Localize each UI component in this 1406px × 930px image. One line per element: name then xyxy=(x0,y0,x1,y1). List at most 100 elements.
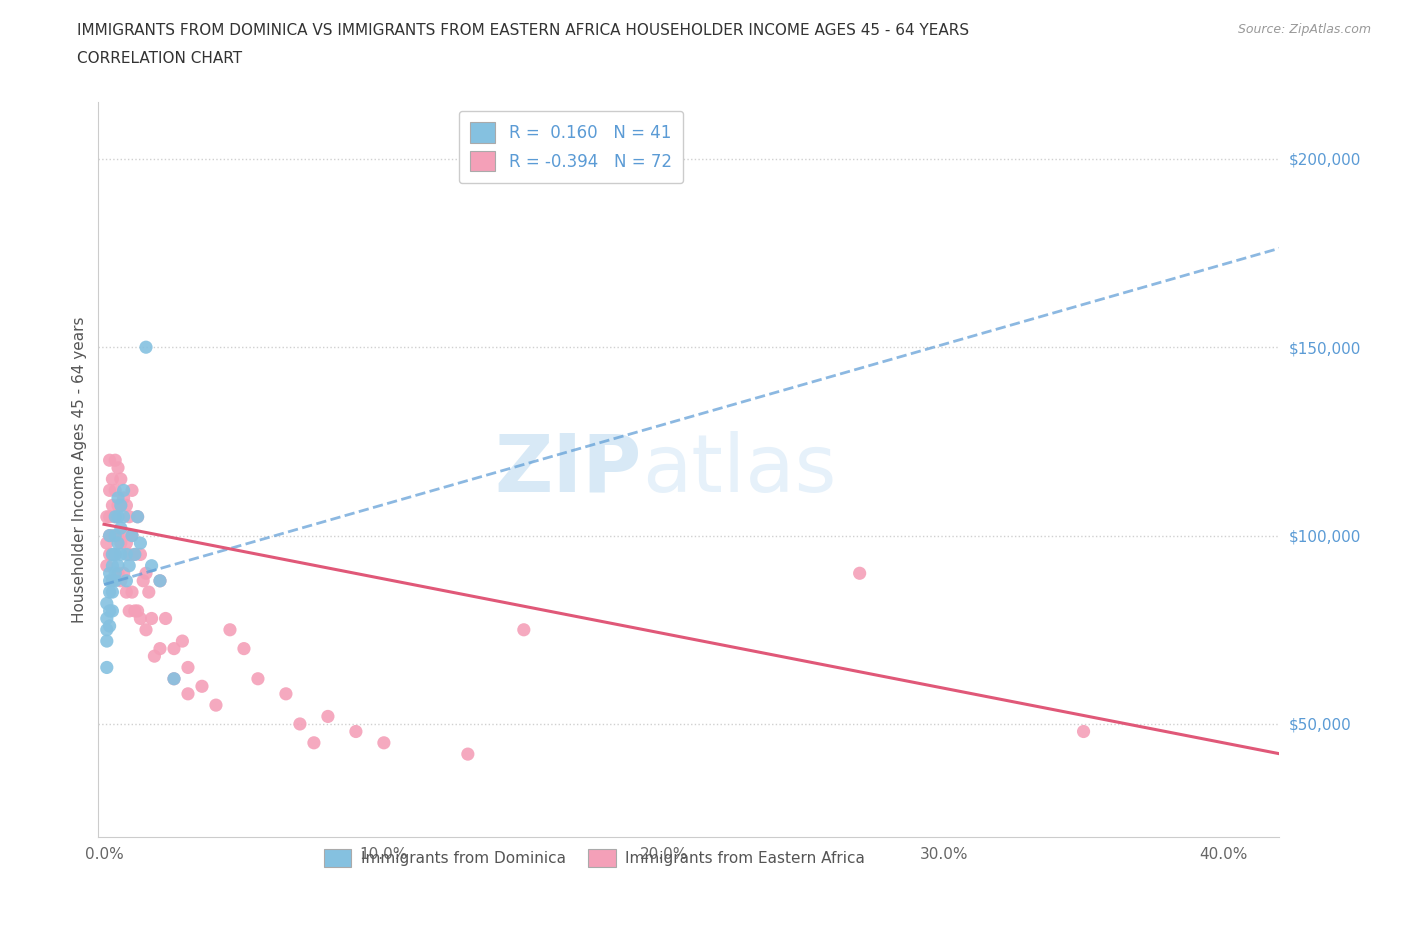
Point xyxy=(104,547,127,562)
Point xyxy=(107,510,129,525)
Text: CORRELATION CHART: CORRELATION CHART xyxy=(77,51,242,66)
Point xyxy=(172,633,194,648)
Point xyxy=(98,618,121,633)
Point xyxy=(104,565,127,580)
Point xyxy=(112,528,135,543)
Point xyxy=(101,574,124,589)
Point xyxy=(115,498,138,512)
Point xyxy=(110,521,132,536)
Point xyxy=(110,472,132,486)
Point xyxy=(163,671,186,686)
Point xyxy=(121,585,143,600)
Point xyxy=(112,483,135,498)
Point xyxy=(205,698,228,712)
Point xyxy=(104,453,127,468)
Text: ZIP: ZIP xyxy=(495,431,641,509)
Text: atlas: atlas xyxy=(641,431,837,509)
Point xyxy=(101,574,124,589)
Point xyxy=(104,483,127,498)
Y-axis label: Householder Income Ages 45 - 64 years: Householder Income Ages 45 - 64 years xyxy=(72,316,87,623)
Point xyxy=(118,558,141,573)
Text: Source: ZipAtlas.com: Source: ZipAtlas.com xyxy=(1237,23,1371,36)
Point xyxy=(274,686,297,701)
Point xyxy=(457,747,479,762)
Point xyxy=(110,574,132,589)
Point xyxy=(177,686,200,701)
Point xyxy=(101,558,124,573)
Legend: Immigrants from Dominica, Immigrants from Eastern Africa: Immigrants from Dominica, Immigrants fro… xyxy=(318,843,872,873)
Point xyxy=(98,528,121,543)
Point xyxy=(101,585,124,600)
Point xyxy=(104,574,127,589)
Point xyxy=(344,724,367,739)
Point xyxy=(104,510,127,525)
Point xyxy=(121,483,143,498)
Point xyxy=(98,574,121,589)
Point xyxy=(163,641,186,656)
Point xyxy=(233,641,256,656)
Point xyxy=(107,498,129,512)
Point xyxy=(124,547,146,562)
Point xyxy=(107,558,129,573)
Point xyxy=(143,649,166,664)
Point xyxy=(513,622,536,637)
Point xyxy=(149,641,172,656)
Point xyxy=(118,547,141,562)
Text: IMMIGRANTS FROM DOMINICA VS IMMIGRANTS FROM EASTERN AFRICA HOUSEHOLDER INCOME AG: IMMIGRANTS FROM DOMINICA VS IMMIGRANTS F… xyxy=(77,23,970,38)
Point xyxy=(163,671,186,686)
Point xyxy=(112,565,135,580)
Point xyxy=(302,736,325,751)
Point xyxy=(118,604,141,618)
Point xyxy=(124,604,146,618)
Point xyxy=(848,565,870,580)
Point xyxy=(129,547,152,562)
Point xyxy=(191,679,214,694)
Point xyxy=(127,604,149,618)
Point xyxy=(107,460,129,475)
Point xyxy=(96,660,118,675)
Point xyxy=(96,558,118,573)
Point xyxy=(316,709,339,724)
Point xyxy=(141,558,163,573)
Point xyxy=(96,622,118,637)
Point xyxy=(129,611,152,626)
Point xyxy=(149,574,172,589)
Point xyxy=(101,528,124,543)
Point xyxy=(101,547,124,562)
Point xyxy=(135,339,157,354)
Point xyxy=(115,574,138,589)
Point xyxy=(112,510,135,525)
Point xyxy=(110,498,132,512)
Point xyxy=(98,528,121,543)
Point xyxy=(107,528,129,543)
Point xyxy=(115,547,138,562)
Point xyxy=(107,490,129,505)
Point xyxy=(155,611,177,626)
Point xyxy=(107,565,129,580)
Point xyxy=(101,547,124,562)
Point xyxy=(127,510,149,525)
Point xyxy=(96,633,118,648)
Point xyxy=(110,498,132,512)
Point xyxy=(121,528,143,543)
Point xyxy=(115,536,138,551)
Point xyxy=(135,565,157,580)
Point xyxy=(127,510,149,525)
Point xyxy=(101,498,124,512)
Point xyxy=(135,622,157,637)
Point xyxy=(246,671,269,686)
Point xyxy=(98,483,121,498)
Point xyxy=(98,453,121,468)
Point xyxy=(104,528,127,543)
Point xyxy=(112,490,135,505)
Point xyxy=(110,547,132,562)
Point xyxy=(219,622,242,637)
Point xyxy=(129,536,152,551)
Point xyxy=(96,611,118,626)
Point xyxy=(288,716,311,731)
Point xyxy=(96,596,118,611)
Point xyxy=(107,536,129,551)
Point xyxy=(118,510,141,525)
Point xyxy=(104,510,127,525)
Point xyxy=(96,536,118,551)
